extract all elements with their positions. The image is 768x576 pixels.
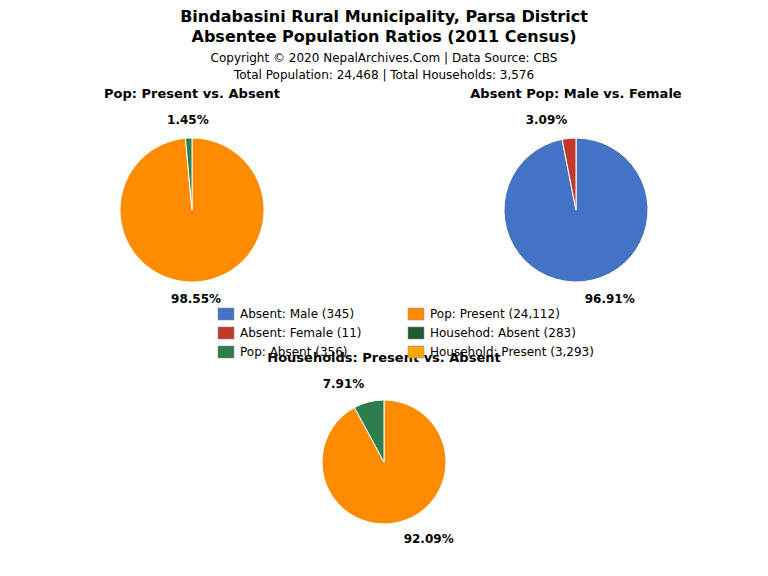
data-labels: 92.09% 7.91% <box>323 377 454 546</box>
subtitle: Absentee Population Ratios (2011 Census) <box>192 27 577 46</box>
legend-label: Househod: Absent (283) <box>430 326 576 340</box>
data-label: 3.09% <box>526 113 568 127</box>
legend-swatch <box>408 327 424 339</box>
pie-title: Absent Pop: Male vs. Female <box>470 86 682 101</box>
pie-slice <box>322 400 446 524</box>
slices <box>322 400 446 524</box>
legend-item: Absent: Male (345) <box>218 307 354 321</box>
legend-swatch <box>218 308 234 320</box>
legend-label: Pop: Absent (356) <box>240 345 347 359</box>
pie-slice <box>185 138 192 210</box>
legend-swatch <box>408 346 424 358</box>
data-labels: 96.91% 3.09% <box>526 113 635 306</box>
annotation: Copyright © 2020 NepalArchives.Com | Dat… <box>211 51 558 65</box>
pie-slice <box>562 138 576 210</box>
legend-swatch <box>218 346 234 358</box>
legend-label: Pop: Present (24,112) <box>430 307 560 321</box>
slices <box>120 138 264 282</box>
legend-label: Household: Present (3,293) <box>430 345 594 359</box>
annotation: Total Population: 24,468 | Total Househo… <box>233 68 534 82</box>
legend-item: Household: Present (3,293) <box>408 345 594 359</box>
header: Bindabasini Rural Municipality, Parsa Di… <box>180 7 588 82</box>
figure: Bindabasini Rural Municipality, Parsa Di… <box>0 0 768 576</box>
legend-item: Pop: Absent (356) <box>218 345 347 359</box>
data-label: 92.09% <box>404 532 454 546</box>
legend: Absent: Male (345) Absent: Female (11) Pop… <box>218 307 594 359</box>
legend-label: Absent: Male (345) <box>240 307 354 321</box>
pie-chart: Households: Present vs. Absent92.09%7.91… <box>267 350 500 546</box>
data-labels: 98.55% 1.45% <box>167 113 221 307</box>
pie-chart: Pop: Present vs. Absent 98.55% 1.45% <box>104 86 280 306</box>
legend-label: Absent: Female (11) <box>240 326 361 340</box>
data-label: 7.91% <box>323 377 365 391</box>
pie-slice <box>120 138 264 282</box>
data-label: 98.55% <box>171 292 221 306</box>
slices <box>504 138 648 282</box>
legend-item: Absent: Female (11) <box>218 326 361 340</box>
legend-swatch <box>408 308 424 320</box>
pie-slice <box>354 400 384 462</box>
title: Bindabasini Rural Municipality, Parsa Di… <box>180 7 588 26</box>
pie-chart: Absent Pop: Male vs. Female 96.91% 3.09% <box>470 86 682 306</box>
legend-item: Househod: Absent (283) <box>408 326 576 340</box>
data-label: 1.45% <box>167 113 209 127</box>
data-label: 96.91% <box>585 292 635 306</box>
legend-swatch <box>218 327 234 339</box>
legend-item: Pop: Present (24,112) <box>408 307 560 321</box>
pie-slice <box>504 138 648 282</box>
pie-title: Pop: Present vs. Absent <box>104 86 280 101</box>
